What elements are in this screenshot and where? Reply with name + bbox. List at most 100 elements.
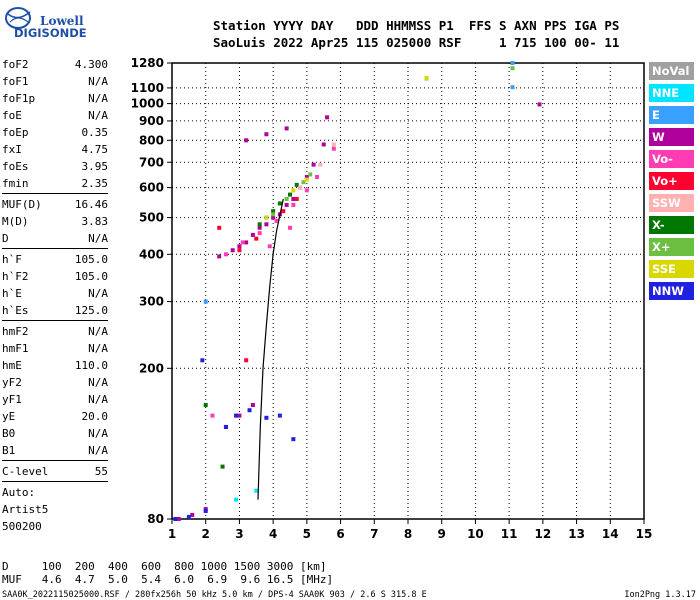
x-tick-label: 3 (235, 527, 243, 541)
separator (2, 460, 108, 461)
param-value: N/A (88, 109, 108, 122)
param-label: foE (2, 109, 22, 122)
data-point-nnw (203, 508, 208, 513)
param-row: hmF1 N/A (2, 340, 108, 357)
y-tick-label: 400 (139, 247, 164, 261)
data-point-e (510, 61, 515, 65)
data-point-w (264, 222, 269, 227)
param-value: 3.83 (81, 215, 109, 228)
data-point-vo (257, 231, 262, 236)
y-tick-label: 1100 (131, 81, 164, 95)
param-row: h`F 105.0 (2, 251, 108, 268)
data-point-x (288, 192, 292, 197)
param-value: 0.35 (81, 126, 109, 139)
logo-line1: Lowell (40, 14, 84, 28)
param-row: foE N/A (2, 107, 108, 124)
param-row: h`F2 105.0 (2, 268, 108, 285)
param-label: foF2 (2, 58, 29, 71)
x-tick-label: 4 (269, 527, 277, 541)
data-point-nnw (223, 424, 228, 429)
data-point-w (291, 196, 296, 201)
data-point-vo (304, 188, 309, 193)
data-point-w (190, 512, 195, 517)
param-label: M(D) (2, 215, 29, 228)
data-point-vo (281, 209, 286, 214)
x-tick-label: 15 (636, 527, 653, 541)
separator (2, 193, 108, 194)
data-point-w (230, 248, 235, 253)
param-row: hmE 110.0 (2, 357, 108, 374)
param-row: yF1 N/A (2, 391, 108, 408)
legend-item-vo: Vo- (649, 150, 694, 168)
y-tick-label: 900 (139, 114, 164, 128)
data-point-sse (424, 76, 429, 81)
data-point-w (257, 225, 262, 230)
param-row: foEp 0.35 (2, 124, 108, 141)
data-point-vo (331, 146, 336, 151)
trace-line (257, 198, 284, 500)
legend-item-noval: NoVal (649, 62, 694, 80)
data-point-x (284, 196, 289, 201)
data-point-x (277, 201, 282, 206)
legend-item-nne: NNE (649, 84, 694, 102)
param-value: 55 (94, 465, 108, 478)
separator (2, 481, 108, 482)
data-point-vo (291, 202, 296, 207)
x-tick-label: 1 (168, 527, 176, 541)
legend-item-sse: SSE (649, 260, 694, 278)
param-row: foF1p N/A (2, 90, 108, 107)
data-point-vo (237, 248, 242, 253)
data-point-nne (254, 488, 259, 493)
data-point-w (176, 517, 181, 521)
param-value: 125.0 (74, 304, 108, 317)
param-value: N/A (88, 75, 108, 88)
footer-file-info: SAA0K_2022115025000.RSF / 280fx256h 50 k… (2, 590, 427, 600)
data-point-w (284, 126, 289, 131)
param-row: yF2 N/A (2, 374, 108, 391)
x-tick-label: 9 (438, 527, 446, 541)
data-point-vo (314, 175, 319, 179)
param-label: fmin (2, 177, 29, 190)
data-point-vo (294, 196, 299, 201)
param-value: N/A (88, 287, 108, 300)
data-point-x (271, 209, 276, 214)
data-point-vo (223, 252, 228, 257)
data-point-w (271, 215, 276, 220)
legend: NoVal NNE E W Vo- Vo+ SSW X- X+ SSE NNW (649, 62, 694, 304)
param-value: N/A (88, 342, 108, 355)
param-label: h`E (2, 287, 22, 300)
data-point-nnw (247, 408, 252, 413)
param-row: MUF(D) 16.46 (2, 196, 108, 213)
legend-item-nnw: NNW (649, 282, 694, 300)
data-point-vo (240, 240, 245, 245)
y-tick-label: 1000 (131, 97, 164, 111)
data-point-nnw (186, 514, 191, 519)
param-label: h`Es (2, 304, 29, 317)
data-point-nne (234, 497, 239, 502)
x-tick-label: 14 (602, 527, 619, 541)
parameters-panel: foF2 4.300 foF1 N/A foF1p N/A foE N/A foEp 0.35 fx… (2, 56, 108, 535)
param-label: D (2, 232, 9, 245)
x-tick-label: 5 (303, 527, 311, 541)
param-label: foF1p (2, 92, 36, 105)
param-value: N/A (88, 325, 108, 338)
param-value: 2.35 (81, 177, 109, 190)
param-value: 105.0 (74, 253, 108, 266)
param-value: N/A (88, 92, 108, 105)
legend-item-ssw: SSW (649, 194, 694, 212)
data-point-nnw (291, 437, 296, 442)
param-row: h`E N/A (2, 285, 108, 302)
param-row: h`Es 125.0 (2, 302, 108, 319)
data-point-nnw (200, 358, 205, 363)
data-point-w (217, 254, 222, 259)
auto-info-line: Artist5 (2, 503, 49, 516)
data-point-vo (254, 236, 259, 241)
param-value: 110.0 (74, 359, 108, 372)
param-label: B1 (2, 444, 16, 457)
param-row: fmin 2.35 (2, 175, 108, 192)
param-label: h`F (2, 253, 22, 266)
data-point-w (250, 232, 255, 237)
data-point-vo (210, 413, 215, 418)
y-tick-label: 200 (139, 361, 164, 375)
